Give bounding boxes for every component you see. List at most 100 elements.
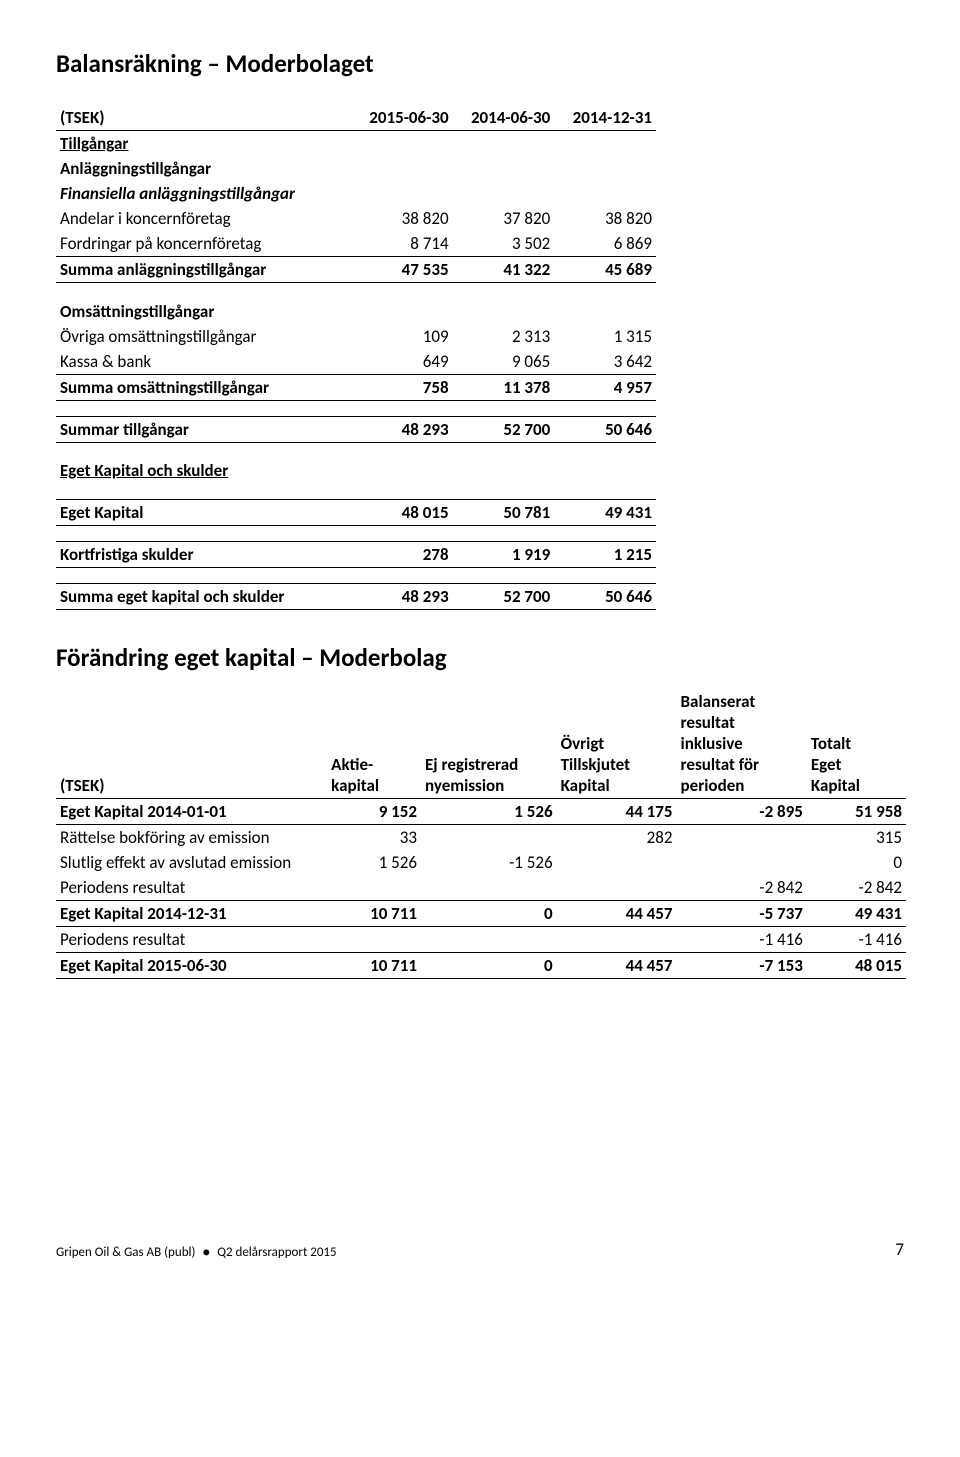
cell: 0 xyxy=(421,900,557,926)
row-subtotal: Summa omsättningstillgångar xyxy=(56,374,351,400)
cell: 52 700 xyxy=(453,583,555,609)
section-tillgangar: Tillgångar xyxy=(56,131,351,157)
section-omsattning: Omsättningstillgångar xyxy=(56,299,351,324)
cell: 50 781 xyxy=(453,499,555,525)
cell: 51 958 xyxy=(807,798,906,824)
cell: 9 065 xyxy=(453,349,555,375)
col-label: (TSEK) xyxy=(56,105,351,131)
title-forandring: Förändring eget kapital – Moderbolag xyxy=(56,642,904,673)
cell xyxy=(327,875,421,901)
cell: 33 xyxy=(327,824,421,850)
cell xyxy=(421,875,557,901)
cell: 38 820 xyxy=(554,206,656,231)
col-2014a: 2014-06-30 xyxy=(453,105,555,131)
cell: 48 293 xyxy=(351,416,453,442)
cell: 109 xyxy=(351,324,453,349)
row-ks: Kortfristiga skulder xyxy=(56,541,351,567)
cell: 44 457 xyxy=(557,952,677,978)
row-grand: Summa eget kapital och skulder xyxy=(56,583,351,609)
section-anlaggning: Anläggningstillgångar xyxy=(56,156,351,181)
cell: 37 820 xyxy=(453,206,555,231)
row-label: Periodens resultat xyxy=(56,875,327,901)
cell: 8 714 xyxy=(351,231,453,257)
cell: 3 642 xyxy=(554,349,656,375)
cell: 52 700 xyxy=(453,416,555,442)
cell: -7 153 xyxy=(677,952,807,978)
cell xyxy=(421,926,557,952)
col-2015: 2015-06-30 xyxy=(351,105,453,131)
row-label: Eget Kapital 2014-12-31 xyxy=(56,900,327,926)
cell: 48 015 xyxy=(351,499,453,525)
col-balanserat: Balanseratresultatinklusiveresultat förp… xyxy=(677,689,807,799)
cell: 282 xyxy=(557,824,677,850)
cell: 4 957 xyxy=(554,374,656,400)
cell: -2 895 xyxy=(677,798,807,824)
cell: 315 xyxy=(807,824,906,850)
page-footer: Gripen Oil & Gas AB (publ) ● Q2 delårsra… xyxy=(56,1239,904,1260)
equity-change-table: (TSEK) Aktie-kapital Ej registreradnyemi… xyxy=(56,689,906,979)
col-2014b: 2014-12-31 xyxy=(554,105,656,131)
cell: 10 711 xyxy=(327,900,421,926)
cell: 11 378 xyxy=(453,374,555,400)
cell: 0 xyxy=(807,850,906,875)
col-totalt: TotaltEgetKapital xyxy=(807,689,906,799)
row-ek: Eget Kapital xyxy=(56,499,351,525)
cell: -2 842 xyxy=(677,875,807,901)
section-finansiella: Finansiella anläggningstillgångar xyxy=(56,181,351,206)
cell: 1 526 xyxy=(421,798,557,824)
cell: 49 431 xyxy=(807,900,906,926)
cell xyxy=(557,875,677,901)
cell: 6 869 xyxy=(554,231,656,257)
cell: -2 842 xyxy=(807,875,906,901)
cell: 44 175 xyxy=(557,798,677,824)
balance-sheet-table: (TSEK) 2015-06-30 2014-06-30 2014-12-31 … xyxy=(56,105,656,610)
footer-dot-icon: ● xyxy=(202,1245,210,1260)
cell xyxy=(557,850,677,875)
row-label: Slutlig effekt av avslutad emission xyxy=(56,850,327,875)
row-label: Eget Kapital 2014-01-01 xyxy=(56,798,327,824)
cell xyxy=(677,850,807,875)
cell: -1 526 xyxy=(421,850,557,875)
cell: 48 015 xyxy=(807,952,906,978)
cell: 49 431 xyxy=(554,499,656,525)
page-number: 7 xyxy=(895,1239,904,1260)
row-subtotal: Summa anläggningstillgångar xyxy=(56,257,351,283)
row-label: Andelar i koncernföretag xyxy=(56,206,351,231)
cell: 649 xyxy=(351,349,453,375)
cell: 1 215 xyxy=(554,541,656,567)
cell: 38 820 xyxy=(351,206,453,231)
cell: -1 416 xyxy=(807,926,906,952)
cell: 0 xyxy=(421,952,557,978)
row-label: Periodens resultat xyxy=(56,926,327,952)
footer-report: Q2 delårsrapport 2015 xyxy=(217,1245,336,1260)
cell: 1 315 xyxy=(554,324,656,349)
cell: -1 416 xyxy=(677,926,807,952)
col-aktiekapital: Aktie-kapital xyxy=(327,689,421,799)
cell xyxy=(677,824,807,850)
row-label: Rättelse bokföring av emission xyxy=(56,824,327,850)
row-label: Fordringar på koncernföretag xyxy=(56,231,351,257)
col-ejregistrerad: Ej registreradnyemission xyxy=(421,689,557,799)
cell: 45 689 xyxy=(554,257,656,283)
row-grand: Summar tillgångar xyxy=(56,416,351,442)
cell: -5 737 xyxy=(677,900,807,926)
cell: 41 322 xyxy=(453,257,555,283)
cell: 44 457 xyxy=(557,900,677,926)
cell: 9 152 xyxy=(327,798,421,824)
row-label: Kassa & bank xyxy=(56,349,351,375)
footer-company: Gripen Oil & Gas AB (publ) xyxy=(56,1245,195,1260)
row-label: Eget Kapital 2015-06-30 xyxy=(56,952,327,978)
section-ek-skulder: Eget Kapital och skulder xyxy=(56,458,351,483)
cell: 47 535 xyxy=(351,257,453,283)
cell: 50 646 xyxy=(554,416,656,442)
cell: 10 711 xyxy=(327,952,421,978)
cell: 758 xyxy=(351,374,453,400)
cell xyxy=(421,824,557,850)
row-label: Övriga omsättningstillgångar xyxy=(56,324,351,349)
title-balansrakning: Balansräkning – Moderbolaget xyxy=(56,48,904,79)
cell xyxy=(327,926,421,952)
col-ovrigt: ÖvrigtTillskjutetKapital xyxy=(557,689,677,799)
cell: 48 293 xyxy=(351,583,453,609)
col-label: (TSEK) xyxy=(56,689,327,799)
cell: 1 919 xyxy=(453,541,555,567)
